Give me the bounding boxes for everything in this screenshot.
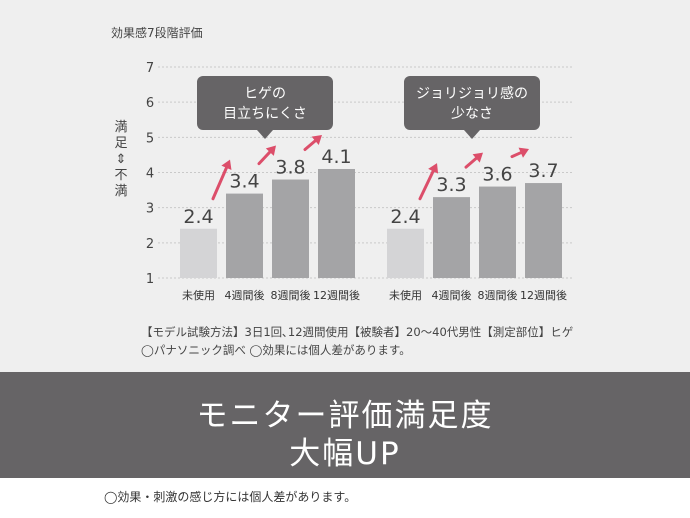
y-tick-label: 6	[146, 96, 154, 111]
notes-line: ◯パナソニック調べ ◯効果には個人差があります。	[141, 343, 411, 357]
data-label: 2.4	[390, 206, 420, 228]
data-label: 2.4	[183, 206, 213, 228]
arrow-head	[311, 134, 322, 146]
bar	[180, 228, 217, 278]
bar	[525, 183, 562, 278]
y-tick-label: 7	[146, 61, 154, 76]
x-tick-label: 12週間後	[313, 288, 360, 302]
y-tick-label: 4	[146, 167, 154, 182]
data-label: 3.7	[528, 160, 558, 182]
x-tick-label: 未使用	[182, 289, 215, 302]
callout-text: ジョリジョリ感の	[416, 85, 528, 102]
y-tick-label: 1	[146, 272, 154, 287]
trend-arrow	[418, 169, 435, 201]
bar	[318, 168, 355, 278]
bar	[479, 186, 516, 278]
callout-text: 少なさ	[451, 106, 493, 122]
bar	[387, 228, 424, 278]
test-notes: 【モデル試験方法】3日1回､12週間使用【被験者】20〜40代男性【測定部位】ヒ…	[141, 323, 573, 359]
notes-line: 【モデル試験方法】3日1回､12週間使用【被験者】20〜40代男性【測定部位】ヒ…	[141, 325, 574, 339]
callout-pointer	[464, 130, 480, 139]
x-tick-label: 未使用	[389, 289, 422, 302]
bar	[433, 197, 470, 278]
trend-arrow	[257, 150, 272, 166]
data-label: 4.1	[321, 146, 351, 168]
callout-bubble	[197, 76, 333, 130]
arrow-head	[518, 147, 529, 158]
bar-chart: 1 2 3 4 5 6 7 2.4 未使用 3.4 4週間後 3.8 8週間後 4.1 12週間後 ヒゲの目立…	[146, 61, 572, 302]
data-label: 3.4	[229, 171, 259, 193]
callout-bubble	[404, 76, 540, 130]
x-tick-label: 8週間後	[478, 288, 518, 302]
arrow-head	[221, 159, 232, 171]
footer-note: ◯効果・刺激の感じ方には個人差があります。	[104, 490, 357, 504]
callout-text: ヒゲの	[244, 86, 286, 102]
chart-title: 効果感7段階評価	[111, 26, 203, 40]
trend-arrow	[211, 166, 228, 201]
y-tick-label: 5	[146, 131, 154, 146]
data-label: 3.3	[436, 174, 466, 196]
data-label: 3.8	[275, 157, 305, 179]
bar	[272, 179, 309, 278]
x-tick-label: 4週間後	[432, 288, 472, 302]
arrow-head	[472, 152, 483, 163]
bar	[226, 193, 263, 278]
trend-arrow	[464, 156, 478, 169]
x-tick-label: 8週間後	[271, 288, 311, 302]
arrow-head	[428, 163, 439, 174]
data-label: 3.6	[482, 164, 512, 186]
x-tick-label: 4週間後	[225, 288, 265, 302]
trend-arrow	[303, 139, 317, 152]
y-tick-label: 3	[146, 202, 154, 217]
y-axis-label: 満足 ⇕ 不満	[114, 120, 128, 199]
headline-subtext: 大幅UP	[289, 436, 401, 472]
trend-arrow	[510, 151, 523, 159]
y-tick-label: 2	[146, 237, 154, 252]
callout-pointer	[257, 130, 273, 139]
arrow-head	[265, 145, 276, 156]
x-tick-label: 12週間後	[520, 288, 567, 302]
callout-text: 目立ちにくさ	[223, 106, 307, 122]
headline-text: モニター評価満足度	[196, 398, 494, 434]
headline-banner: モニター評価満足度 大幅UP	[0, 372, 690, 478]
